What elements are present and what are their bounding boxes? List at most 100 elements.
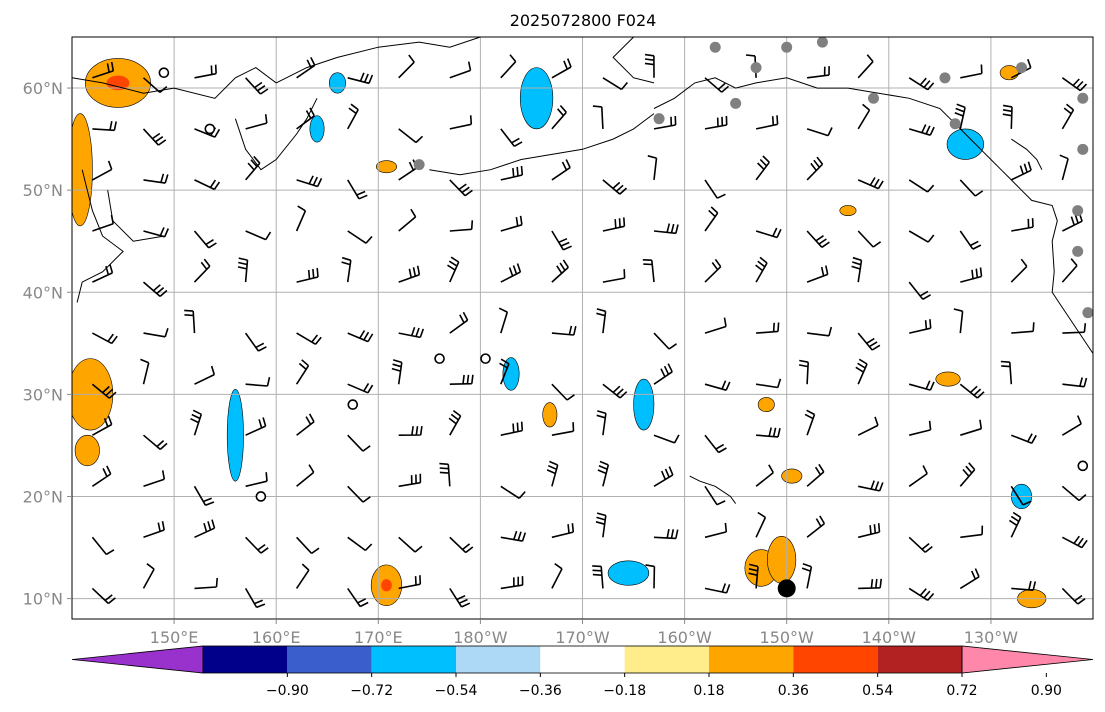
wind-barb <box>806 463 825 487</box>
open-station-circle <box>204 123 216 135</box>
wind-barb <box>704 522 728 539</box>
gray-station-dot <box>709 41 721 53</box>
wind-barb <box>347 536 373 552</box>
wind-barb <box>194 179 221 191</box>
wind-barb <box>908 587 935 601</box>
wind-barb <box>449 587 471 608</box>
wind-barb <box>500 576 524 590</box>
wind-barb <box>244 587 266 609</box>
wind-barb <box>1062 323 1087 334</box>
wind-barb <box>798 359 809 385</box>
wind-barb <box>546 460 559 487</box>
wind-barb <box>91 465 112 487</box>
wind-barb <box>347 587 369 608</box>
colorbar-label: 0.72 <box>946 683 977 699</box>
wind-barb <box>1061 587 1086 605</box>
positive-anomaly-region <box>935 371 961 387</box>
fill-layer <box>72 58 1047 609</box>
colorbar-label: 0.18 <box>693 683 724 699</box>
gray-station-dot <box>781 41 793 53</box>
colorbar-frame <box>202 645 963 674</box>
wind-barb <box>857 416 879 436</box>
wind-barb <box>346 103 359 130</box>
map-content <box>72 37 1093 619</box>
wind-barb <box>1061 258 1078 283</box>
wind-barb <box>500 485 526 499</box>
colorbar-label: −0.72 <box>350 683 393 699</box>
wind-barb <box>807 326 833 337</box>
lon-tick-label: 130°W <box>964 628 1019 647</box>
wind-barb <box>449 61 472 79</box>
wind-barb <box>295 359 310 385</box>
wind-barb <box>142 281 168 298</box>
wind-barb <box>449 374 474 385</box>
wind-barb <box>245 536 269 554</box>
wind-barb <box>347 72 374 85</box>
wind-barb <box>551 104 567 130</box>
wind-barb <box>806 127 833 137</box>
wind-barb <box>755 378 782 389</box>
lon-tick-label: 160°E <box>252 628 301 647</box>
wind-barb <box>704 434 727 454</box>
wind-barb <box>855 358 868 385</box>
gray-station-dot <box>949 118 961 130</box>
wind-barb <box>347 179 368 200</box>
wind-barb <box>295 205 307 232</box>
wind-barb <box>954 103 966 130</box>
wind-barb <box>596 308 607 334</box>
lon-tick-label: 170°W <box>555 628 610 647</box>
coastline <box>234 98 318 171</box>
wind-barb <box>184 309 196 334</box>
coastline <box>1011 138 1043 170</box>
open-station-circle <box>347 399 359 410</box>
lon-tick-label: 170°E <box>354 628 403 647</box>
wind-barb <box>143 173 169 184</box>
open-station-circle <box>480 353 491 364</box>
wind-barb <box>642 259 655 283</box>
wind-barb <box>704 77 730 93</box>
colorbar-label: 0.90 <box>1031 683 1062 699</box>
wind-barb <box>500 421 524 436</box>
wind-barb <box>245 114 268 130</box>
lon-tick-label: 160°W <box>657 628 712 647</box>
wind-barb <box>245 77 269 95</box>
wind-barb <box>908 281 931 300</box>
coastlines <box>72 37 1093 504</box>
wind-barb <box>806 515 826 538</box>
wind-barb <box>500 263 522 283</box>
wind-barb <box>347 382 374 394</box>
wind-barb <box>858 480 884 492</box>
latitude-ticks: 10°N 20°N 30°N 40°N 50°N 60°N <box>23 79 72 609</box>
wind-barb <box>908 77 935 91</box>
wind-barb <box>244 155 261 181</box>
wind-barb <box>959 230 982 250</box>
negative-anomaly-region <box>519 67 554 130</box>
colorbar-label: −0.36 <box>519 683 562 699</box>
coastline <box>107 190 164 242</box>
positive-anomaly-region <box>74 434 100 467</box>
wind-barb <box>92 214 114 232</box>
wind-barb <box>806 156 824 181</box>
wind-barb <box>296 175 323 188</box>
wind-barb <box>807 66 830 79</box>
wind-barb <box>449 536 474 554</box>
wind-barb <box>804 409 816 436</box>
wind-barb <box>245 377 271 387</box>
wind-barb <box>756 427 781 438</box>
wind-barb <box>347 485 371 503</box>
negative-anomaly-region <box>328 72 346 94</box>
positive-anomaly-region <box>781 468 803 484</box>
wind-barb <box>1061 103 1075 130</box>
wind-barb <box>91 587 116 605</box>
colorbar-label: −0.90 <box>266 683 309 699</box>
wind-barb <box>193 230 217 249</box>
gray-station-dot <box>1072 205 1084 217</box>
wind-barb <box>92 415 113 436</box>
wind-barb <box>1010 258 1028 283</box>
wind-barb <box>398 536 423 553</box>
wind-barb <box>653 528 679 540</box>
wind-barb <box>296 413 315 436</box>
wind-barb <box>142 77 168 94</box>
gray-station-dot <box>867 92 879 104</box>
